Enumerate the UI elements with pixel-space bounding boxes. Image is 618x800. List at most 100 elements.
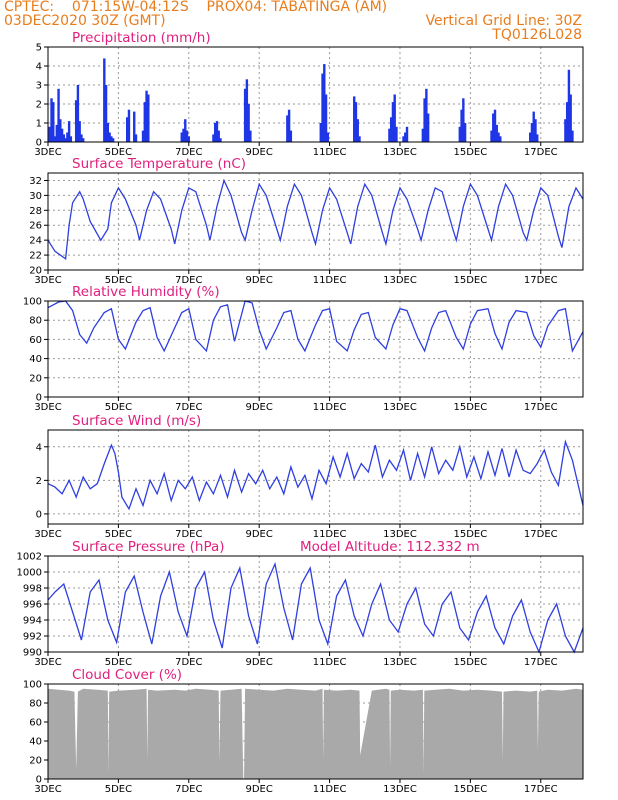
pressure-xtick-label: 11DEC bbox=[313, 657, 347, 668]
precip-bar bbox=[106, 123, 110, 142]
rh-xtick-label: 5DEC bbox=[105, 402, 132, 413]
precip-bar bbox=[108, 132, 111, 142]
wind-xtick-label: 7DEC bbox=[175, 529, 202, 540]
precip-bar bbox=[289, 130, 293, 142]
temp-ytick-label: 22 bbox=[29, 251, 42, 262]
precip-bar bbox=[219, 138, 222, 142]
rh-ytick-label: 60 bbox=[29, 335, 42, 346]
pressure-ytick-label: 998 bbox=[23, 584, 42, 595]
precip-bar bbox=[184, 119, 187, 142]
precip-bar bbox=[532, 111, 535, 142]
cloud-xtick-label: 7DEC bbox=[175, 784, 202, 795]
wind-series-line bbox=[47, 439, 584, 511]
precip-xtick-label: 7DEC bbox=[175, 147, 202, 158]
precip-bar bbox=[421, 128, 425, 142]
precip-bar bbox=[78, 121, 81, 142]
precip-bar bbox=[458, 126, 462, 142]
cloud-xtick-label: 15DEC bbox=[454, 784, 488, 795]
precip-bar bbox=[530, 123, 534, 142]
precip-bar bbox=[62, 134, 66, 142]
rh-xtick-label: 7DEC bbox=[175, 402, 202, 413]
precip-bar bbox=[217, 130, 220, 142]
precip-xtick-label: 9DEC bbox=[245, 147, 272, 158]
rh-ytick-label: 40 bbox=[29, 354, 42, 365]
pressure-xtick-label: 3DEC bbox=[34, 657, 61, 668]
precip-bar bbox=[133, 111, 136, 142]
pressure-ytick-label: 990 bbox=[23, 648, 42, 659]
precip-bar bbox=[187, 136, 190, 142]
precip-bar bbox=[287, 109, 291, 142]
precip-bar bbox=[423, 98, 426, 142]
precip-bar bbox=[69, 136, 73, 142]
wind-ytick-label: 4 bbox=[36, 442, 42, 453]
precip-frame bbox=[47, 46, 584, 143]
grid-line-info: Vertical Grid Line: 30Z bbox=[425, 13, 582, 29]
precip-bar bbox=[103, 58, 106, 142]
wind-xtick-label: 5DEC bbox=[105, 529, 132, 540]
precip-ytick-label: 5 bbox=[36, 43, 42, 54]
pressure-annotation: Model Altitude: 112.332 m bbox=[300, 539, 480, 555]
precip-ytick-label: 1 bbox=[36, 119, 42, 130]
precip-bar bbox=[286, 115, 289, 142]
rh-xtick-label: 9DEC bbox=[245, 402, 272, 413]
precip-bar bbox=[48, 126, 51, 142]
cloud-title: Cloud Cover (%) bbox=[72, 667, 182, 683]
cloud-ytick-label: 100 bbox=[23, 680, 42, 691]
rh-ytick-label: 100 bbox=[23, 297, 42, 308]
precip-title: Precipitation (mm/h) bbox=[72, 30, 211, 46]
pressure-ytick-label: 992 bbox=[23, 632, 42, 643]
temp-xtick-label: 5DEC bbox=[105, 275, 132, 286]
precip-bar bbox=[404, 132, 407, 142]
pressure-xtick-label: 5DEC bbox=[105, 657, 132, 668]
precip-bar bbox=[495, 124, 498, 142]
wind-xtick-label: 9DEC bbox=[245, 529, 272, 540]
precip-bar bbox=[490, 130, 493, 142]
precip-bar bbox=[111, 138, 115, 142]
wind-xtick-label: 3DEC bbox=[34, 529, 61, 540]
precip-bar bbox=[81, 138, 85, 142]
precip-bar bbox=[463, 123, 467, 142]
precip-bar bbox=[185, 130, 189, 142]
precip-bar bbox=[249, 130, 252, 142]
precip-bar bbox=[125, 117, 129, 142]
temp-xtick-label: 13DEC bbox=[383, 275, 417, 286]
temp-title: Surface Temperature (nC) bbox=[72, 156, 246, 172]
pressure-xtick-label: 9DEC bbox=[245, 657, 272, 668]
precip-bar bbox=[402, 136, 405, 142]
cloud-xtick-label: 11DEC bbox=[313, 784, 347, 795]
precip-xtick-label: 11DEC bbox=[313, 147, 347, 158]
pressure-xtick-label: 15DEC bbox=[454, 657, 488, 668]
precip-ytick-label: 3 bbox=[36, 81, 42, 92]
precip-bar bbox=[534, 119, 537, 142]
precip-bar bbox=[147, 94, 150, 142]
precip-ytick-label: 0 bbox=[36, 138, 42, 149]
rh-xtick-label: 3DEC bbox=[34, 402, 61, 413]
cloud-ytick-label: 60 bbox=[29, 718, 42, 729]
precip-bar bbox=[393, 94, 396, 142]
rh-xtick-label: 13DEC bbox=[383, 402, 417, 413]
precip-bar bbox=[127, 109, 131, 142]
rh-xtick-label: 11DEC bbox=[313, 402, 347, 413]
temp-ytick-label: 26 bbox=[29, 221, 42, 232]
rh-ytick-label: 80 bbox=[29, 316, 42, 327]
precip-bar bbox=[426, 113, 430, 142]
precip-bar bbox=[462, 98, 465, 142]
model-id: TQ0126L028 bbox=[492, 27, 582, 43]
pressure-xtick-label: 7DEC bbox=[175, 657, 202, 668]
precip-bar bbox=[353, 96, 356, 142]
wind-title: Surface Wind (m/s) bbox=[72, 413, 201, 429]
precip-bar bbox=[499, 136, 502, 142]
precip-bar bbox=[321, 73, 324, 142]
precip-xtick-label: 15DEC bbox=[454, 147, 488, 158]
precip-bar bbox=[567, 69, 571, 142]
precip-bar bbox=[389, 117, 393, 142]
temp-series-line bbox=[47, 178, 584, 260]
precip-bar bbox=[391, 102, 395, 142]
precip-bar bbox=[212, 134, 215, 142]
temp-ytick-label: 32 bbox=[29, 176, 42, 187]
precip-bar bbox=[405, 126, 409, 142]
precip-bar bbox=[493, 109, 497, 142]
precip-bar bbox=[141, 130, 145, 142]
temp-ytick-label: 20 bbox=[29, 266, 42, 277]
precip-bar bbox=[243, 88, 247, 142]
